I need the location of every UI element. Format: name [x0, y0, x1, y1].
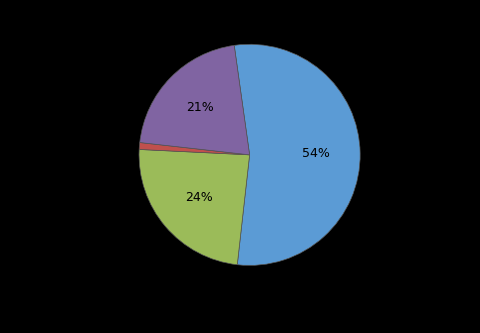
Wedge shape: [234, 44, 360, 265]
Wedge shape: [139, 143, 250, 155]
Wedge shape: [140, 45, 250, 155]
Text: 54%: 54%: [302, 148, 330, 161]
Wedge shape: [139, 150, 250, 265]
Text: 21%: 21%: [187, 101, 215, 114]
Text: 24%: 24%: [185, 191, 213, 204]
